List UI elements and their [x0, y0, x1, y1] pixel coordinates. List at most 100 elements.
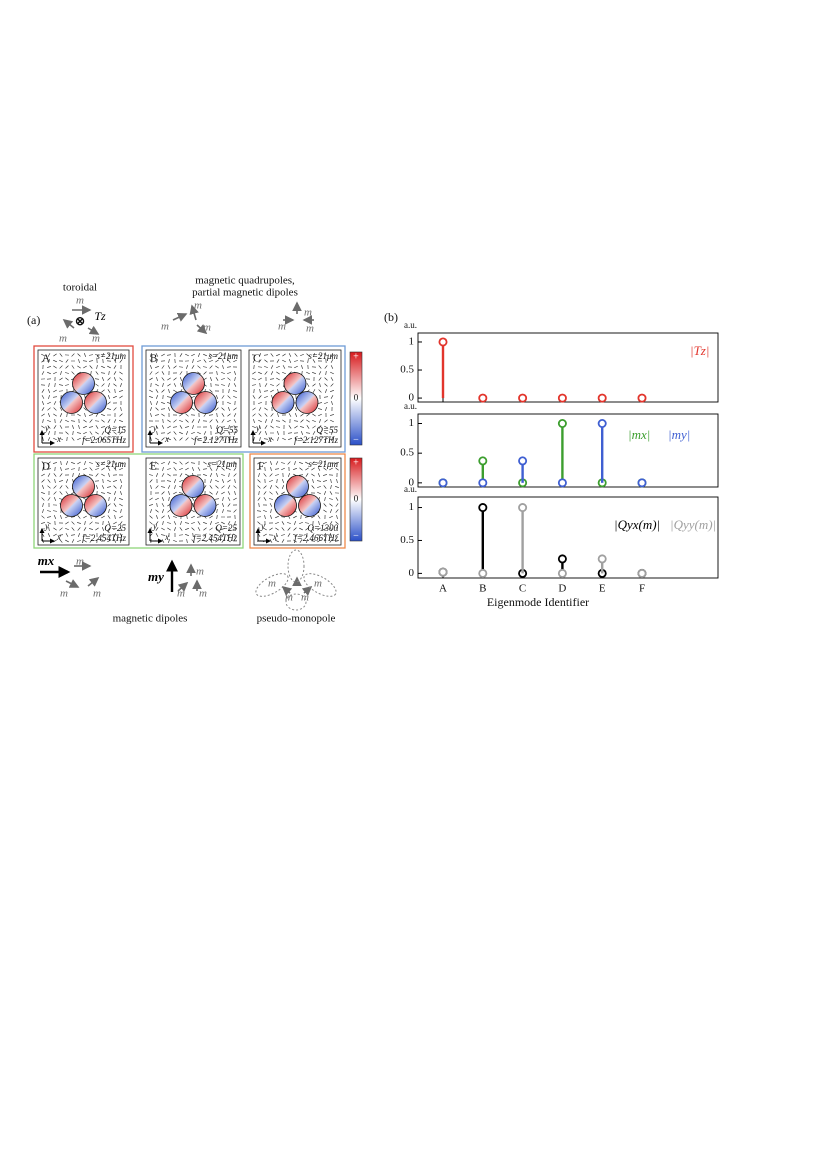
field-arrow: [227, 462, 231, 464]
sketch-label: m: [161, 321, 169, 333]
field-arrow: [114, 388, 116, 394]
field-arrow: [220, 384, 226, 386]
field-arrow: [215, 522, 219, 524]
field-arrow: [325, 370, 327, 376]
field-arrow: [203, 474, 207, 476]
stem-marker: [478, 393, 488, 403]
field-arrow: [227, 479, 231, 483]
field-arrow: [281, 467, 285, 471]
resonator: [286, 475, 309, 498]
field-arrow: [203, 461, 207, 465]
field-arrow: [46, 468, 52, 470]
field-arrow: [300, 419, 304, 423]
field-arrow: [209, 515, 213, 519]
field-arrow: [294, 407, 298, 411]
resonator: [193, 494, 217, 517]
field-arrow: [275, 426, 281, 428]
field-arrow: [113, 528, 117, 530]
mode-id: F: [258, 461, 264, 473]
field-arrow: [101, 527, 105, 531]
field-arrow: [257, 485, 261, 489]
field-arrow: [77, 540, 81, 542]
field-arrow: [190, 462, 196, 464]
field-arrow: [179, 527, 183, 531]
field-arrow: [120, 508, 122, 514]
field-arrow: [101, 461, 105, 465]
field-arrow: [59, 419, 63, 423]
field-arrow: [330, 478, 332, 484]
stem-marker: [637, 393, 647, 403]
field-arrow: [150, 484, 152, 490]
field-arrow: [222, 496, 224, 502]
mode-q: Q=55: [216, 425, 238, 435]
field-arrow: [274, 474, 280, 476]
field-arrow: [119, 498, 123, 500]
field-arrow: [113, 377, 117, 381]
field-arrow: [83, 419, 87, 423]
field-arrow: [210, 521, 212, 525]
field-arrow: [156, 430, 158, 436]
field-arrow: [264, 425, 268, 429]
field-arrow: [220, 528, 226, 530]
field-arrow: [228, 526, 230, 532]
field-arrow: [221, 503, 225, 507]
field-arrow: [65, 539, 69, 543]
legend-entry: |Qyy(m)|: [670, 517, 716, 532]
field-arrow: [148, 474, 154, 476]
field-arrow: [275, 515, 279, 519]
field-arrow: [294, 425, 298, 429]
field-arrow: [269, 378, 275, 380]
field-arrow: [120, 484, 122, 490]
field-arrow: [264, 359, 268, 363]
resonator: [72, 372, 95, 395]
field-arrow: [232, 438, 238, 440]
field-arrow: [120, 406, 122, 412]
sketch-label: m: [203, 322, 211, 334]
field-arrow: [330, 359, 334, 363]
field-arrow: [264, 407, 268, 411]
field-arrow: [65, 533, 69, 537]
field-arrow: [221, 378, 225, 380]
field-arrow: [113, 503, 117, 507]
field-arrow: [258, 359, 262, 363]
sketch-arrow: [65, 579, 80, 588]
field-arrow: [264, 396, 268, 398]
field-arrow: [161, 413, 165, 417]
field-arrow: [161, 377, 165, 381]
field-arrow: [287, 473, 291, 477]
field-arrow: [76, 432, 82, 434]
field-arrow: [313, 352, 315, 358]
field-arrow: [305, 461, 309, 465]
field-arrow: [293, 527, 297, 531]
field-arrow: [155, 437, 159, 441]
field-arrow: [324, 532, 326, 538]
field-arrow: [47, 366, 51, 368]
field-arrow: [192, 424, 194, 430]
field-arrow: [323, 509, 327, 513]
field-arrow: [174, 484, 176, 490]
resonator: [169, 494, 193, 517]
field-arrow: [329, 509, 333, 513]
field-arrow: [221, 485, 225, 489]
field-arrow: [59, 377, 63, 381]
field-arrow: [216, 508, 218, 514]
field-arrow: [288, 353, 292, 357]
field-arrow: [312, 372, 316, 374]
sketch-label: m: [196, 566, 204, 578]
field-arrow: [53, 371, 57, 375]
field-arrow: [191, 395, 195, 399]
field-arrow: [202, 366, 208, 368]
field-arrow: [168, 539, 170, 543]
sketch-label: m: [59, 333, 67, 345]
mode-freq: f=2.454THz: [82, 533, 126, 543]
field-arrow: [226, 366, 232, 368]
field-arrow: [270, 389, 274, 393]
field-arrow: [185, 413, 189, 417]
field-arrow: [191, 515, 195, 519]
field-arrow: [107, 401, 111, 405]
field-arrow: [54, 478, 56, 484]
field-arrow: [107, 539, 111, 543]
field-arrow: [161, 371, 165, 375]
field-arrow: [179, 425, 183, 429]
field-arrow: [306, 353, 310, 357]
